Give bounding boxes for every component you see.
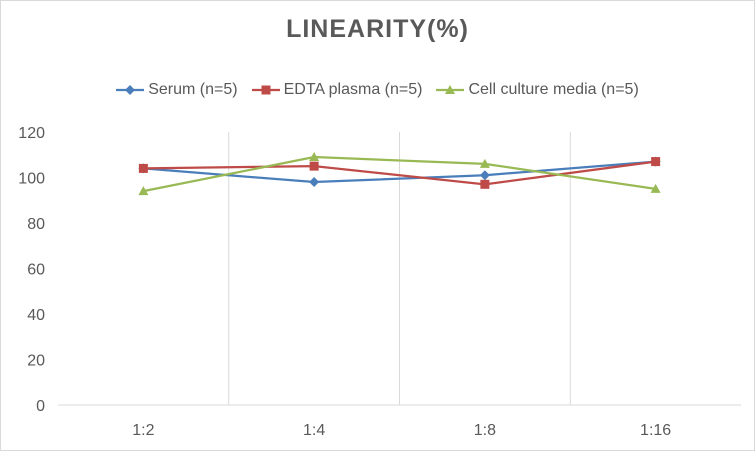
y-tick-label: 100 xyxy=(18,171,45,188)
x-tick-label: 1:2 xyxy=(132,422,154,439)
data-point xyxy=(309,152,320,162)
chart-title: LINEARITY(%) xyxy=(286,15,469,43)
data-point xyxy=(650,183,661,193)
x-tick-label: 1:4 xyxy=(303,422,325,439)
x-tick-label: 1:8 xyxy=(474,422,496,439)
data-point xyxy=(138,163,148,173)
data-point xyxy=(309,177,320,188)
legend-marker-icon xyxy=(251,85,280,95)
y-tick-label: 20 xyxy=(27,353,45,370)
data-point xyxy=(651,157,661,167)
data-point xyxy=(479,170,490,181)
y-tick-label: 40 xyxy=(27,307,45,324)
y-tick-label: 80 xyxy=(27,216,45,233)
data-point xyxy=(138,186,149,196)
data-point xyxy=(309,161,319,171)
legend-label: EDTA plasma (n=5) xyxy=(283,81,423,98)
legend: Serum (n=5) EDTA plasma (n=5) Cell culture… xyxy=(1,81,754,99)
legend-item: Cell culture media (n=5) xyxy=(436,81,639,99)
data-point xyxy=(480,179,490,189)
series-line xyxy=(143,160,656,186)
legend-marker-icon xyxy=(436,85,465,94)
y-tick-label: 120 xyxy=(18,125,45,142)
legend-label: Cell culture media (n=5) xyxy=(468,81,639,98)
legend-item: Serum (n=5) xyxy=(116,81,238,99)
legend-marker-icon xyxy=(116,85,145,95)
legend-label: Serum (n=5) xyxy=(148,81,238,98)
y-tick-label: 60 xyxy=(27,262,45,279)
data-point xyxy=(479,158,490,168)
series-line xyxy=(143,155,656,193)
x-tick-label: 1:16 xyxy=(640,422,671,439)
legend-item: EDTA plasma (n=5) xyxy=(251,81,423,99)
y-tick-label: 0 xyxy=(36,398,45,415)
